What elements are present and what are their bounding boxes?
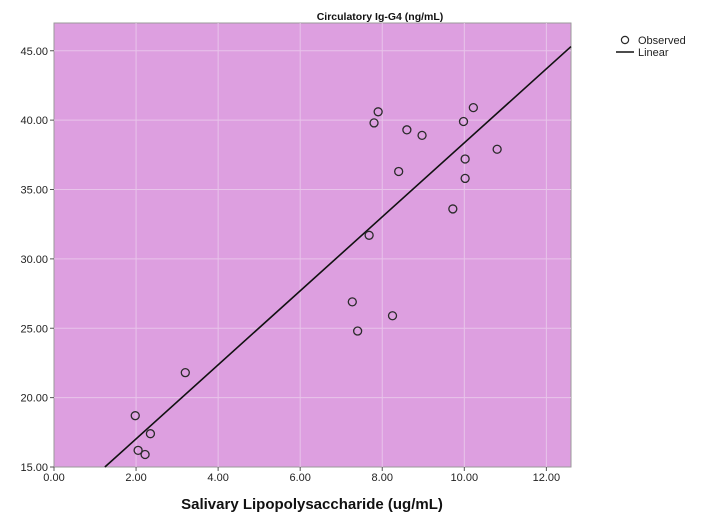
- legend-label-linear: Linear: [638, 47, 669, 59]
- y-tick-label: 35.00: [20, 185, 48, 197]
- observed-point: [460, 154, 470, 164]
- legend: Observed Linear: [616, 35, 686, 59]
- observed-point: [468, 102, 478, 113]
- legend-label-observed: Observed: [638, 35, 686, 47]
- y-tick-label: 30.00: [20, 254, 48, 266]
- observed-point: [352, 326, 363, 336]
- observed-point: [394, 166, 404, 177]
- x-tick-labels: 0.00 2.00 4.00 6.00 8.00 10.00 12.00: [43, 472, 560, 484]
- x-tick-label: 10.00: [451, 472, 479, 484]
- x-tick-label: 2.00: [125, 472, 146, 484]
- x-axis-title: Salivary Lipopolysaccharide (ug/mL): [181, 496, 443, 513]
- observed-point: [180, 367, 190, 378]
- y-tick-labels: 15.00 20.00 25.00 30.00 35.00 40.00 45.00: [20, 46, 48, 474]
- observed-point: [364, 230, 374, 240]
- y-tick-label: 20.00: [20, 393, 48, 405]
- y-tick-label: 40.00: [20, 115, 48, 127]
- observed-point: [387, 311, 398, 321]
- y-tick-label: 25.00: [20, 323, 48, 335]
- observed-points: [130, 102, 502, 460]
- plot-area: [53, 22, 572, 468]
- gridlines: [54, 23, 571, 467]
- y-tick-label: 15.00: [20, 462, 48, 474]
- observed-point: [402, 125, 412, 135]
- observed-point: [130, 411, 140, 421]
- observed-point: [458, 116, 469, 127]
- observed-point: [373, 107, 383, 117]
- observed-point: [140, 449, 150, 460]
- x-tick-label: 8.00: [372, 472, 393, 484]
- x-tick-label: 4.00: [207, 472, 228, 484]
- observed-point: [448, 204, 458, 214]
- observed-point: [133, 445, 143, 456]
- observed-point: [145, 429, 156, 439]
- chart-title: Circulatory Ig-G4 (ng/mL): [317, 11, 444, 23]
- observed-point: [347, 297, 357, 307]
- observed-point: [369, 118, 379, 128]
- linear-fit-line: [104, 45, 572, 468]
- observed-point: [492, 144, 502, 154]
- x-tick-label: 12.00: [533, 472, 561, 484]
- y-tick-label: 45.00: [20, 46, 48, 58]
- observed-point: [417, 130, 427, 141]
- x-tick-label: 0.00: [43, 472, 64, 484]
- legend-marker-observed: [620, 35, 630, 45]
- observed-point: [460, 173, 470, 184]
- x-tick-label: 6.00: [289, 472, 310, 484]
- axis-ticks: [50, 50, 547, 471]
